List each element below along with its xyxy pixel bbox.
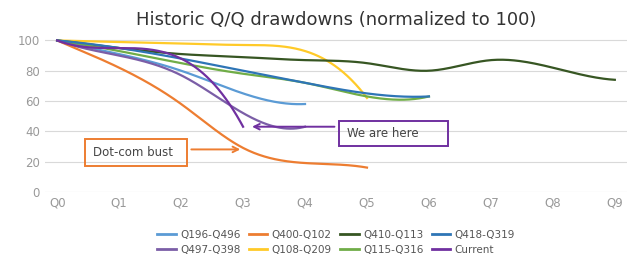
Title: Historic Q/Q drawdowns (normalized to 100): Historic Q/Q drawdowns (normalized to 10… [136, 10, 536, 28]
Legend: Q196-Q496, Q497-Q398, Q400-Q102, Q108-Q209, Q410-Q113, Q115-Q316, Q418-Q319, Cur: Q196-Q496, Q497-Q398, Q400-Q102, Q108-Q2… [153, 226, 519, 259]
Text: Dot-com bust: Dot-com bust [93, 146, 173, 159]
Text: We are here: We are here [347, 127, 419, 140]
